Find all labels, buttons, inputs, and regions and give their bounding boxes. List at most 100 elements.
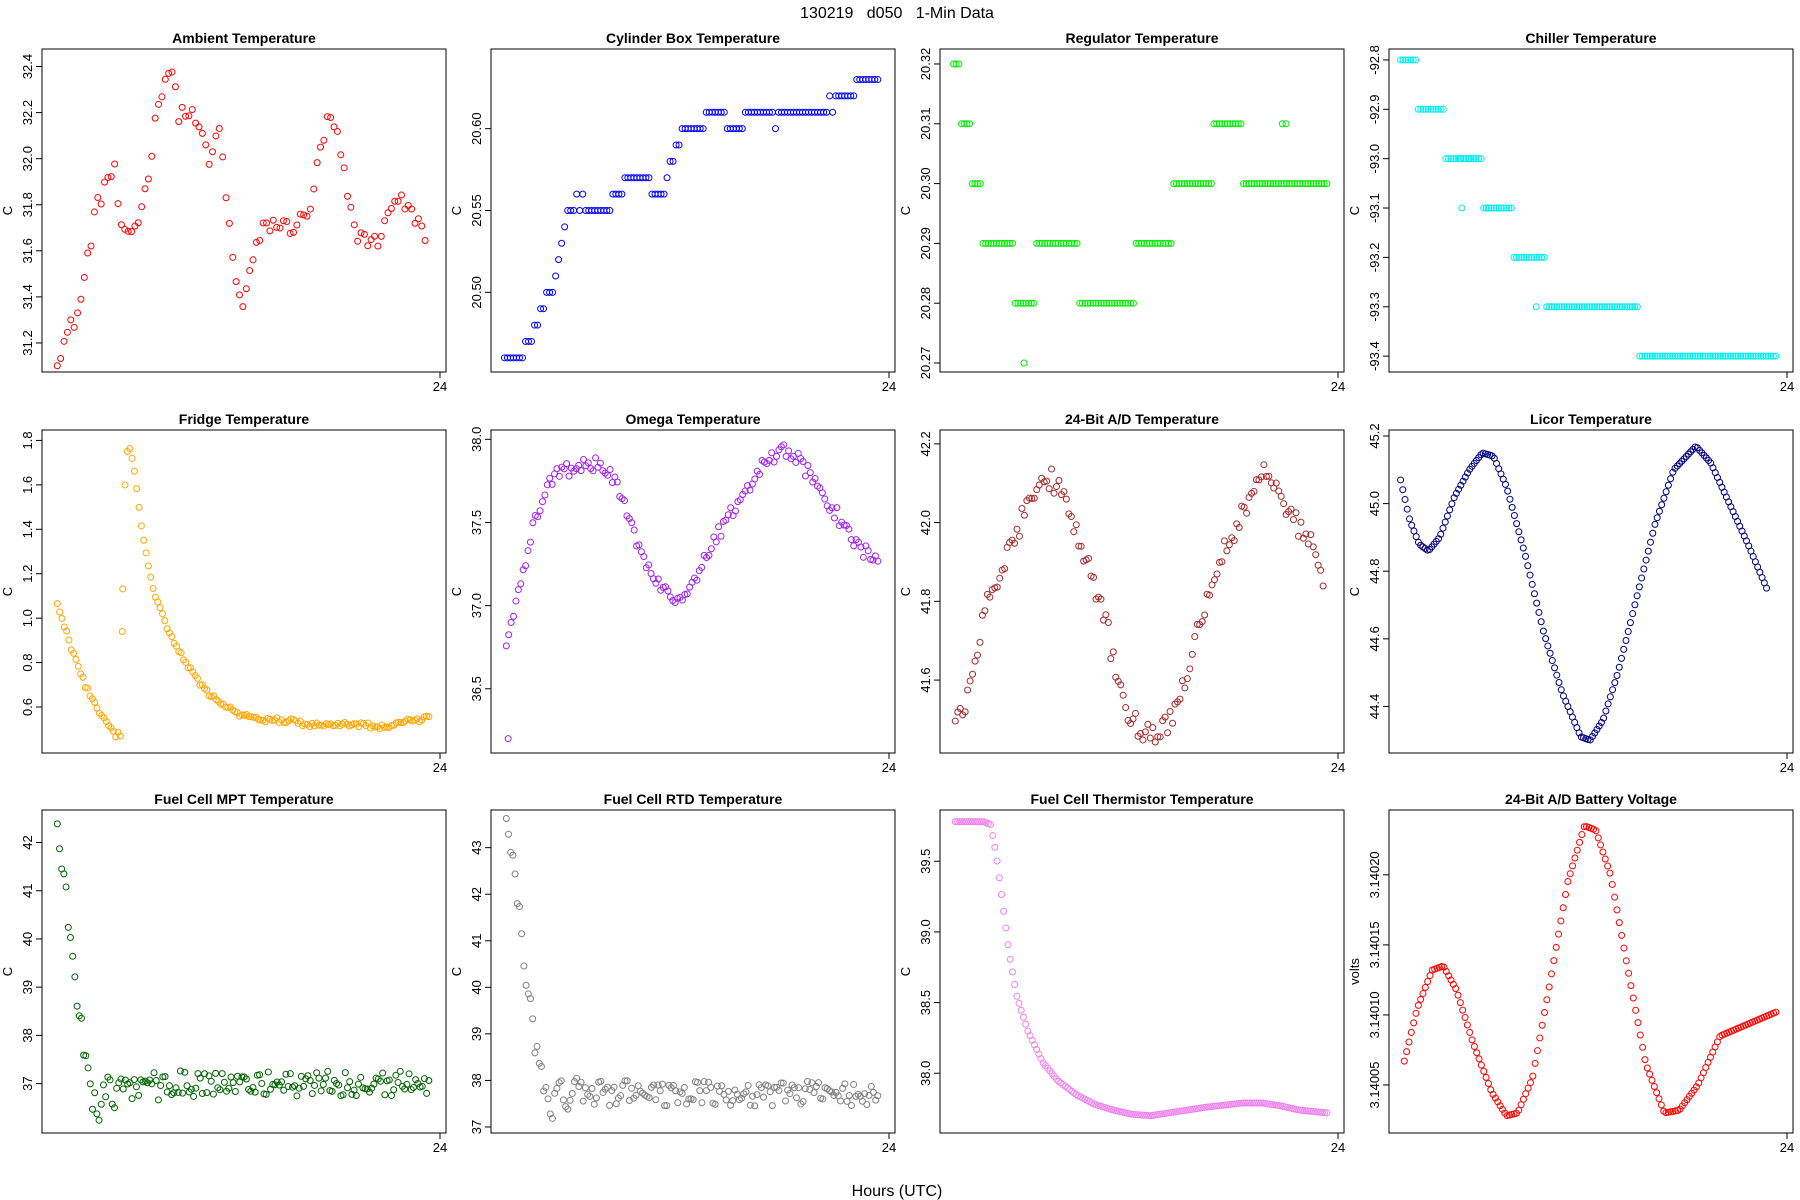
data-point xyxy=(623,1077,631,1085)
data-point xyxy=(256,236,264,244)
panel-title: 24-Bit A/D Battery Voltage xyxy=(1505,791,1677,807)
data-point xyxy=(850,542,858,550)
data-point xyxy=(1301,180,1309,188)
data-point xyxy=(675,141,683,149)
data-point xyxy=(1724,352,1732,360)
data-point xyxy=(1578,303,1586,311)
data-point xyxy=(1650,1082,1658,1090)
data-point xyxy=(1258,180,1266,188)
data-point xyxy=(1232,120,1240,128)
data-point xyxy=(998,239,1006,247)
panel-2: Cylinder Box Temperature C 20.50 20.55 20.60… xyxy=(449,30,896,394)
data-point xyxy=(666,593,674,601)
data-point xyxy=(303,720,311,728)
data-point xyxy=(700,1078,708,1086)
data-point xyxy=(1406,515,1413,523)
data-point xyxy=(1102,611,1110,619)
data-point xyxy=(77,295,85,303)
x-tick-label: 24 xyxy=(882,379,896,394)
data-point xyxy=(1312,1108,1320,1116)
data-point xyxy=(161,1073,169,1081)
data-point xyxy=(1407,56,1415,64)
data-point xyxy=(777,1079,785,1087)
data-point xyxy=(529,1015,537,1023)
panel-title: Licor Temperature xyxy=(1530,411,1652,427)
data-point xyxy=(698,563,706,571)
data-point xyxy=(801,472,809,480)
data-point xyxy=(1588,303,1596,311)
plot-frame xyxy=(1388,429,1794,754)
data-point xyxy=(71,973,79,981)
data-point xyxy=(1275,180,1282,188)
data-point xyxy=(1078,299,1086,307)
data-point xyxy=(871,76,879,84)
data-point xyxy=(1296,1106,1304,1114)
data-point xyxy=(251,1088,259,1096)
data-point xyxy=(1772,1008,1780,1016)
data-point xyxy=(1571,854,1579,862)
data-point xyxy=(1129,299,1137,307)
data-point xyxy=(1045,485,1053,493)
data-point xyxy=(1489,1090,1497,1098)
data-point xyxy=(1744,352,1752,360)
data-points xyxy=(500,76,882,362)
data-point xyxy=(1293,180,1301,188)
data-point xyxy=(1618,303,1626,311)
data-point xyxy=(1419,989,1427,997)
data-point xyxy=(1477,155,1485,163)
data-point xyxy=(324,1067,332,1075)
data-point xyxy=(660,190,668,198)
data-points xyxy=(502,441,882,743)
panel-3: Regulator Temperature C 20.27 20.28 20.29 20.… xyxy=(898,30,1345,394)
data-point xyxy=(266,227,274,235)
data-point xyxy=(793,1094,800,1102)
data-point xyxy=(344,1084,351,1092)
data-point xyxy=(1618,931,1626,939)
plot-frame xyxy=(1388,48,1794,373)
data-point xyxy=(1018,504,1026,512)
data-point xyxy=(1727,352,1735,360)
data-point xyxy=(589,467,597,475)
data-point xyxy=(1132,239,1140,247)
data-point xyxy=(340,164,348,172)
data-point xyxy=(1671,464,1679,472)
data-point xyxy=(1543,303,1551,311)
data-point xyxy=(1011,539,1019,547)
data-point xyxy=(63,627,71,635)
data-point xyxy=(182,112,190,120)
panel-title: Cylinder Box Temperature xyxy=(606,30,780,46)
data-point xyxy=(966,677,974,685)
data-point xyxy=(628,1084,636,1092)
data-point xyxy=(1317,566,1325,574)
data-point xyxy=(1421,983,1429,991)
data-point xyxy=(1548,303,1556,311)
data-point xyxy=(240,1073,248,1081)
data-point xyxy=(181,1068,189,1076)
data-point xyxy=(1253,1099,1260,1107)
data-point xyxy=(1008,968,1016,976)
data-point xyxy=(1412,533,1420,541)
data-point xyxy=(1233,1100,1241,1108)
data-point xyxy=(1199,180,1207,188)
y-tick-label: -93.4 xyxy=(1367,341,1382,371)
panel-title: Chiller Temperature xyxy=(1525,30,1656,46)
data-point xyxy=(282,1070,290,1078)
data-point xyxy=(1211,1102,1219,1110)
data-point xyxy=(1140,1111,1148,1119)
data-point xyxy=(1661,352,1669,360)
data-point xyxy=(135,1091,143,1099)
data-point xyxy=(685,1095,693,1103)
y-tick-label: 41 xyxy=(469,934,484,948)
data-point xyxy=(1585,303,1593,311)
data-point xyxy=(1414,1001,1422,1009)
y-tick-label: -93.3 xyxy=(1367,292,1382,322)
data-point xyxy=(742,1088,750,1096)
data-point xyxy=(1000,239,1008,247)
data-point xyxy=(1136,730,1144,738)
data-point xyxy=(1729,352,1737,360)
data-point xyxy=(979,239,987,247)
data-point xyxy=(1676,352,1684,360)
data-points xyxy=(1397,443,1771,744)
data-point xyxy=(829,108,837,116)
data-point xyxy=(118,627,126,635)
